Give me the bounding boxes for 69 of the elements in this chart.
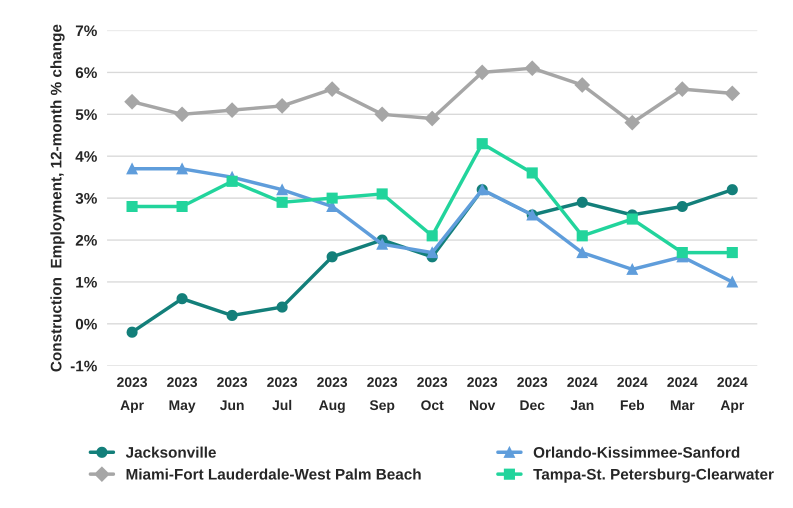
point (626, 214, 638, 225)
point (426, 230, 438, 242)
legend-label: Tampa-St. Petersburg-Clearwater (533, 468, 774, 483)
point (176, 293, 188, 304)
point (326, 251, 338, 262)
point (426, 247, 438, 258)
point (374, 106, 390, 122)
point (424, 110, 440, 126)
point (476, 138, 488, 150)
point (174, 106, 190, 122)
x-tick-label: 2024 Feb (617, 377, 648, 410)
point (176, 200, 188, 212)
x-tick-label: 2023 Sep (367, 377, 398, 413)
point (126, 200, 138, 212)
point (576, 196, 588, 208)
point (726, 247, 738, 258)
y-tick-label: 6% (76, 67, 97, 78)
point (276, 302, 288, 313)
point (376, 238, 388, 250)
point (326, 192, 338, 204)
point (474, 64, 490, 80)
point (626, 264, 638, 275)
point (276, 196, 288, 208)
y-tick-label: 7% (76, 25, 97, 36)
y-tick-label: 0% (76, 318, 97, 330)
point (576, 230, 588, 242)
point (576, 247, 588, 258)
y-tick-label: 2% (76, 234, 97, 246)
point (624, 115, 640, 130)
point (226, 176, 238, 187)
point (524, 60, 540, 76)
point (676, 247, 688, 258)
point (726, 276, 738, 288)
point (124, 94, 140, 110)
point (274, 98, 290, 114)
x-tick-label: 2023 Dec (517, 377, 548, 410)
point (176, 163, 188, 174)
point (526, 167, 538, 179)
x-tick-label: 2023 Jul (267, 377, 298, 410)
y-tick-label: 1% (76, 276, 97, 288)
x-tick-label: 2024 Apr (717, 377, 748, 413)
y-axis-title: Construction Employment, 12-month % change (50, 24, 65, 372)
point (726, 184, 738, 196)
point (226, 310, 238, 322)
point (126, 326, 138, 338)
x-tick-label: 2024 Jan (567, 377, 598, 410)
point (224, 102, 240, 118)
point (376, 188, 388, 200)
y-tick-label: 4% (75, 151, 97, 162)
x-tick-label: 2023 Aug (317, 377, 348, 413)
point (574, 77, 590, 93)
point (324, 82, 340, 97)
point (126, 163, 138, 174)
legend-label: Miami-Fort Lauderdale-West Palm Beach (126, 468, 421, 480)
x-tick-label: 2023 Oct (417, 377, 448, 410)
y-tick-label: -1% (70, 360, 97, 372)
point (276, 184, 288, 196)
point (724, 86, 740, 101)
point (674, 82, 690, 97)
x-tick-label: 2023 Nov (467, 377, 498, 410)
x-tick-label: 2023 Jun (217, 377, 248, 410)
x-tick-label: 2023 Apr (117, 377, 148, 413)
legend-label: Orlando-Kissimmee-Sanford (534, 446, 740, 458)
x-tick-label: 2024 Mar (667, 377, 698, 410)
point (676, 200, 688, 212)
y-tick-label: 3% (76, 192, 97, 204)
x-tick-label: 2023 May (167, 377, 198, 413)
legend-label: Jacksonville (126, 446, 216, 458)
y-tick-label: 5% (76, 109, 97, 120)
